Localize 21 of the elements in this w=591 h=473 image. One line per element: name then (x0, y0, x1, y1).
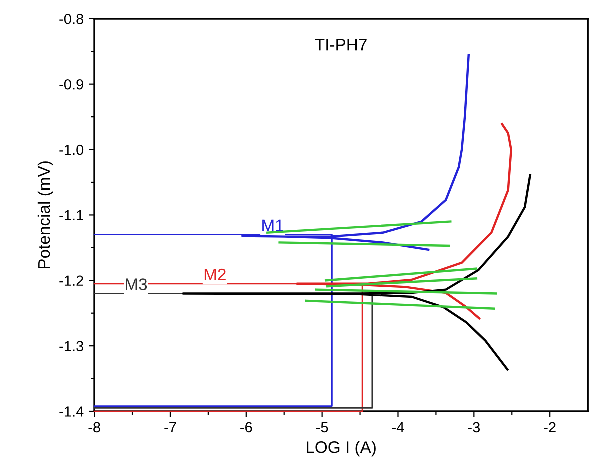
series-label: M2 (204, 268, 226, 280)
y-tick-label: -1.2 (60, 276, 84, 286)
y-tick-label: -1.4 (60, 406, 84, 417)
x-tick-label: -3 (468, 422, 480, 433)
y-tick-label: -1.1 (60, 210, 84, 220)
text: TI-PH7 (315, 39, 367, 51)
y-tick-label: -0.9 (60, 79, 84, 90)
x-tick-label: -6 (240, 422, 252, 433)
y-tick-label: -0.8 (60, 14, 84, 24)
y-axis-title: Potencial (mV) (38, 162, 54, 268)
series-label: M1 (262, 220, 284, 232)
x-axis-title: LOG I (A) (307, 441, 376, 457)
y-tick-label: -1.0 (60, 144, 84, 156)
line-series (182, 174, 532, 371)
series-label: M3 (126, 278, 148, 290)
x-tick-label: -8 (88, 422, 100, 433)
x-tick-label: -4 (392, 422, 404, 432)
y-tick-label: -1.3 (60, 341, 84, 352)
x-tick-label: -2 (544, 422, 556, 432)
x-tick-label: -5 (316, 422, 328, 433)
x-tick-label: -7 (164, 422, 176, 432)
